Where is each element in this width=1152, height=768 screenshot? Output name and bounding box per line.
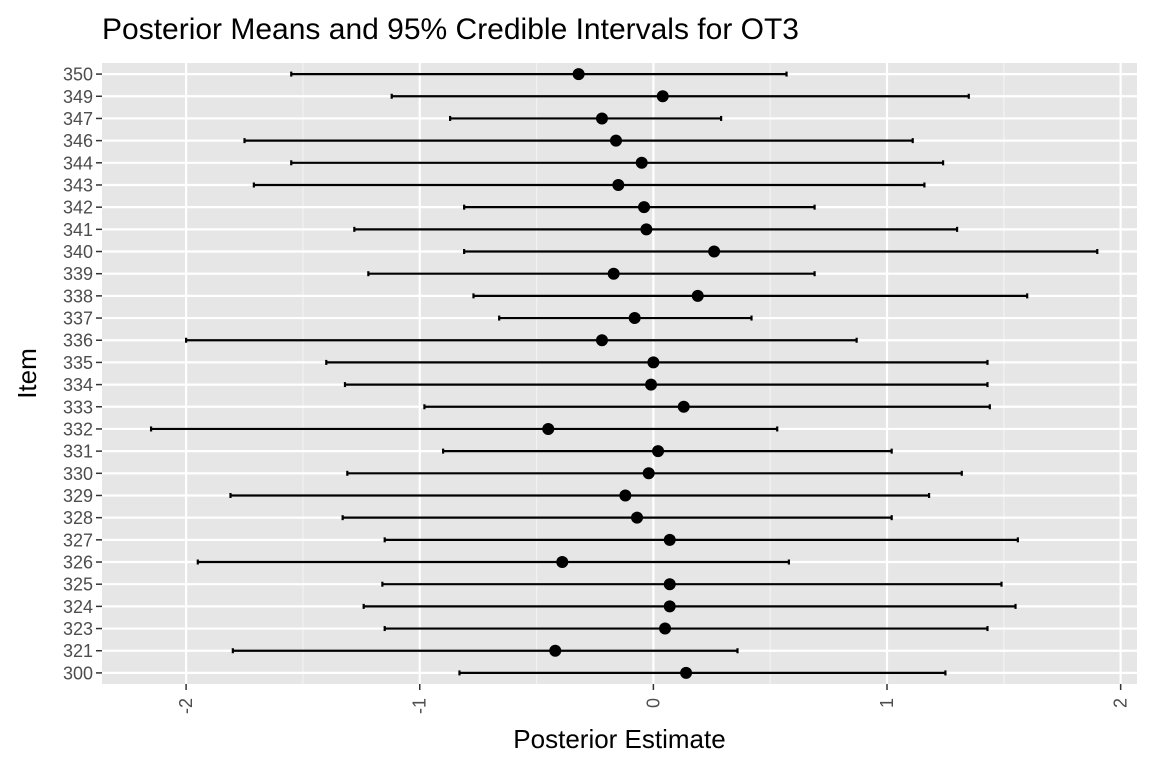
mean-point (663, 600, 676, 613)
mean-point (609, 134, 622, 147)
mean-point (642, 467, 655, 480)
interval-342 (463, 201, 816, 214)
y-tick-label: 325 (63, 575, 93, 595)
x-tick-label: 1 (877, 698, 897, 708)
chart-title: Posterior Means and 95% Credible Interva… (102, 13, 799, 46)
x-tick-label: 0 (643, 698, 663, 708)
x-axis: -2 -1 0 1 2 (176, 684, 1131, 714)
mean-point (595, 334, 608, 347)
mean-point (628, 312, 641, 325)
plot-panel (102, 63, 1137, 684)
mean-point (663, 578, 676, 591)
y-tick-label: 321 (63, 641, 93, 661)
interval-327 (383, 533, 1019, 546)
y-axis-title: Item (12, 348, 42, 399)
interval-332 (149, 422, 779, 435)
y-tick-label: 326 (63, 553, 93, 573)
mean-point (638, 201, 651, 214)
interval-330 (346, 467, 963, 480)
y-tick-label: 338 (63, 286, 93, 306)
y-tick-label: 324 (63, 597, 93, 617)
y-tick-label: 343 (63, 175, 93, 195)
interval-300 (458, 666, 947, 679)
y-tick-label: 332 (63, 419, 93, 439)
y-tick-label: 333 (63, 397, 93, 417)
interval-350 (290, 68, 788, 81)
y-tick-label: 335 (63, 353, 93, 373)
y-tick-label: 327 (63, 530, 93, 550)
x-tick-label: -2 (176, 698, 196, 714)
interval-349 (390, 90, 970, 103)
mean-point (549, 644, 562, 657)
interval-335 (325, 356, 989, 369)
interval-344 (290, 156, 945, 169)
mean-point (572, 68, 585, 81)
x-tick-label: -1 (410, 698, 430, 714)
mean-point (663, 533, 676, 546)
mean-point (677, 400, 690, 413)
mean-point (640, 223, 653, 236)
y-tick-label: 334 (63, 375, 93, 395)
interval-336 (185, 334, 858, 347)
interval-321 (231, 644, 739, 657)
interval-324 (362, 600, 1017, 613)
y-tick-label: 342 (63, 198, 93, 218)
mean-point (635, 156, 648, 169)
mean-point (645, 378, 658, 391)
mean-point (631, 511, 644, 524)
y-tick-label: 347 (63, 109, 93, 129)
mean-point (556, 556, 569, 569)
interval-341 (353, 223, 959, 236)
y-tick-label: 328 (63, 508, 93, 528)
mean-point (652, 445, 665, 458)
y-axis: 3503493473463443433423413403393383373363… (63, 65, 102, 683)
interval-337 (498, 312, 753, 325)
interval-326 (196, 556, 790, 569)
interval-346 (243, 134, 914, 147)
y-tick-label: 349 (63, 87, 93, 107)
y-tick-label: 337 (63, 309, 93, 329)
interval-333 (423, 400, 991, 413)
y-tick-label: 300 (63, 663, 93, 683)
y-tick-label: 336 (63, 331, 93, 351)
interval-340 (463, 245, 1099, 258)
interval-323 (383, 622, 989, 635)
interval-325 (381, 578, 1003, 591)
y-tick-label: 340 (63, 242, 93, 262)
mean-point (542, 422, 555, 435)
x-axis-title: Posterior Estimate (513, 724, 725, 754)
y-tick-label: 329 (63, 486, 93, 506)
grid-minor (302, 63, 1005, 684)
mean-point (659, 622, 672, 635)
y-tick-label: 339 (63, 264, 93, 284)
x-tick-label: 2 (1111, 698, 1131, 708)
y-tick-label: 331 (63, 442, 93, 462)
interval-347 (449, 112, 723, 125)
interval-339 (367, 267, 816, 280)
mean-point (619, 489, 632, 502)
y-tick-label: 350 (63, 65, 93, 85)
mean-point (656, 90, 669, 103)
interval-338 (472, 289, 1029, 302)
mean-point (595, 112, 608, 125)
mean-point (612, 178, 625, 191)
intervals (149, 68, 1099, 679)
mean-point (607, 267, 620, 280)
y-tick-label: 323 (63, 619, 93, 639)
y-tick-label: 346 (63, 131, 93, 151)
y-tick-label: 341 (63, 220, 93, 240)
interval-328 (341, 511, 893, 524)
interval-329 (229, 489, 931, 502)
interval-343 (252, 178, 926, 191)
mean-point (691, 289, 704, 302)
y-tick-label: 330 (63, 464, 93, 484)
y-tick-label: 344 (63, 153, 93, 173)
interval-331 (442, 445, 893, 458)
mean-point (647, 356, 660, 369)
interval-334 (343, 378, 989, 391)
mean-point (680, 666, 693, 679)
mean-point (708, 245, 721, 258)
